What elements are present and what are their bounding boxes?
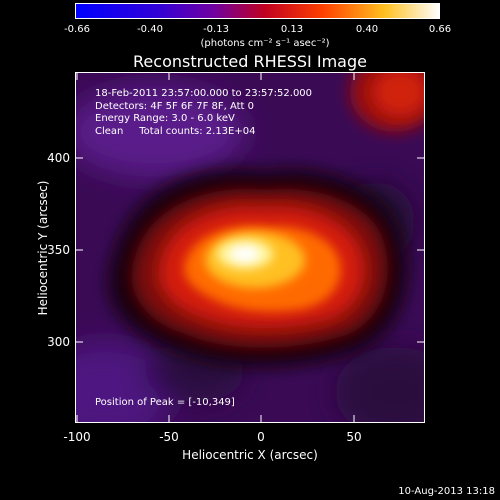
x-tick-label: -100 bbox=[63, 430, 91, 444]
y-axis-label: Heliocentric Y (arcsec) bbox=[36, 180, 50, 316]
y-tick-label: 350 bbox=[47, 243, 70, 257]
datestamp: 10-Aug-2013 13:18 bbox=[398, 486, 495, 497]
colorbar-tick: 0.40 bbox=[355, 24, 379, 35]
colorbar-tick: -0.13 bbox=[203, 24, 229, 35]
peak-position: Position of Peak = [-10,349] bbox=[95, 397, 235, 408]
x-tick-label: 50 bbox=[346, 430, 362, 444]
image-title: Reconstructed RHESSI Image bbox=[133, 52, 367, 71]
y-tick-label: 300 bbox=[47, 335, 70, 349]
colorbar-tick: -0.66 bbox=[64, 24, 90, 35]
clean-counts: Clean Total counts: 2.13E+04 bbox=[95, 125, 256, 137]
observation-info: 18-Feb-2011 23:57:00.000 to 23:57:52.000… bbox=[95, 88, 312, 138]
x-axis-label: Heliocentric X (arcsec) bbox=[182, 448, 318, 462]
colorbar-tick: -0.40 bbox=[137, 24, 163, 35]
colorbar-tick: 0.66 bbox=[428, 24, 452, 35]
x-tick-label: -50 bbox=[159, 430, 179, 444]
rhessi-image bbox=[75, 72, 425, 423]
y-tick-label: 400 bbox=[47, 151, 70, 165]
x-tick-label: 0 bbox=[257, 430, 265, 444]
colorbar-units: (photons cm⁻² s⁻¹ asec⁻²) bbox=[200, 38, 330, 49]
time-range: 18-Feb-2011 23:57:00.000 to 23:57:52.000 bbox=[95, 88, 313, 99]
energy-range: Energy Range: 3.0 - 6.0 keV bbox=[95, 113, 235, 124]
detectors: Detectors: 4F 5F 6F 7F 8F, Att 0 bbox=[95, 100, 255, 112]
colorbar bbox=[75, 3, 440, 19]
colorbar-tick: 0.13 bbox=[280, 24, 304, 35]
